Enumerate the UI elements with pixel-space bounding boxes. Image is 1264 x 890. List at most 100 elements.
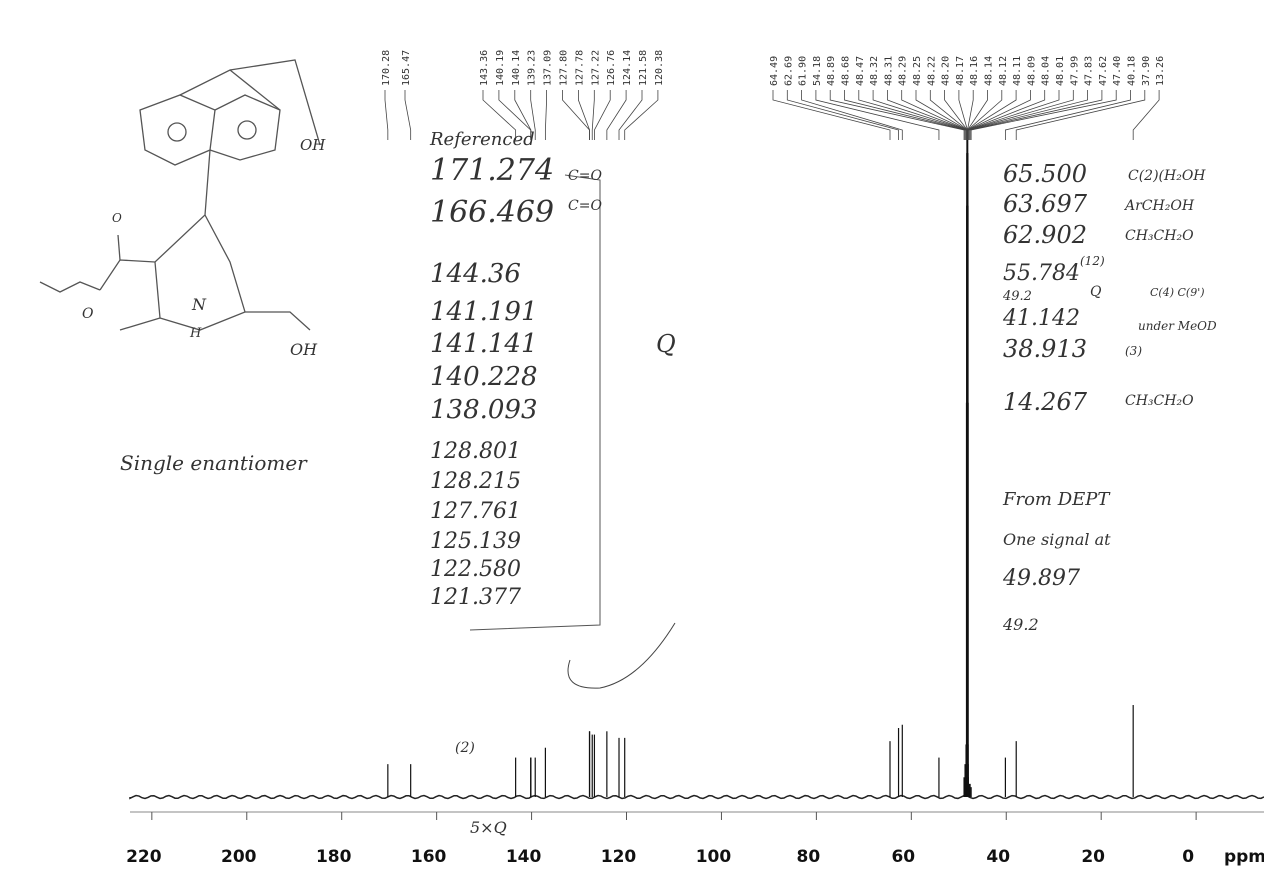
annotation: C(4) C(9') — [1150, 286, 1205, 299]
peak-label: 48.47 — [855, 56, 866, 86]
annotation: 138.093 — [430, 395, 538, 425]
peak-label: 140.19 — [495, 50, 506, 86]
peak-connector — [562, 90, 590, 140]
annotation: 49.2 — [1002, 615, 1039, 634]
annotation: 41.142 — [1002, 306, 1080, 331]
peak-label: 165.47 — [401, 50, 412, 86]
annotation: 144.36 — [430, 259, 521, 289]
peak-label: 127.22 — [590, 50, 601, 86]
annotation: 65.500 — [1003, 160, 1087, 188]
peak-label: 48.12 — [998, 56, 1009, 86]
annotation: Single enantiomer — [120, 451, 308, 475]
annotation: 125.139 — [430, 529, 521, 554]
x-tick-label: 120 — [601, 847, 637, 867]
peak-label: 48.14 — [984, 56, 995, 86]
peak-label: 124.14 — [622, 50, 633, 86]
x-tick-label: 40 — [986, 847, 1010, 867]
peak-label: 127.78 — [574, 50, 585, 86]
atom-label: O — [112, 211, 122, 225]
structure — [39, 59, 321, 331]
x-tick-label: 160 — [411, 847, 447, 867]
peak-label: 143.36 — [479, 50, 490, 86]
annotation: 121.377 — [430, 585, 521, 610]
annotation: 5×Q — [470, 818, 507, 837]
annotation: 49.2 — [1002, 289, 1032, 304]
peak-label: 37.90 — [1141, 56, 1152, 86]
annotation: Q — [656, 330, 676, 358]
annotation: One signal at — [1003, 530, 1111, 549]
x-tick-label: 0 — [1182, 847, 1194, 867]
annotation: 55.784 — [1003, 261, 1080, 286]
peak-label: 47.62 — [1098, 56, 1109, 86]
peak-label: 47.99 — [1069, 56, 1080, 86]
annotation: 141.141 — [430, 329, 538, 359]
annotation: 128.215 — [430, 469, 521, 494]
peak-connector — [606, 90, 627, 140]
peak-label: 48.89 — [826, 56, 837, 86]
peak-label: 62.69 — [783, 56, 794, 86]
annotation: 49.897 — [1002, 566, 1080, 591]
peak-label: 47.40 — [1112, 56, 1123, 86]
peak-connector — [404, 90, 412, 140]
atom-label: O — [82, 306, 94, 322]
annotation: 166.469 — [430, 195, 554, 230]
peak-connector — [544, 90, 547, 140]
peak-label: 170.28 — [381, 50, 392, 86]
peak-connector — [530, 90, 536, 140]
peak-connector — [858, 90, 967, 140]
annotation: 171.274 — [430, 153, 554, 188]
peak-connector — [967, 90, 1074, 140]
peak-connector — [967, 90, 1017, 140]
annotation: CH₃CH₂O — [1125, 393, 1194, 409]
annotation: C=O — [568, 168, 602, 184]
x-tick-label: 20 — [1081, 847, 1105, 867]
x-tick-label: 220 — [126, 847, 162, 867]
arrow — [567, 622, 676, 689]
peak-label: 127.80 — [559, 50, 570, 86]
rule — [469, 174, 601, 631]
annotation: 140.228 — [430, 362, 538, 392]
peak-connector — [578, 90, 590, 140]
peak-connector — [594, 90, 611, 140]
peak-connector — [1005, 90, 1131, 140]
peak-connector — [844, 90, 966, 140]
peak-label: 40.18 — [1127, 56, 1138, 86]
peak-connector — [968, 90, 1088, 140]
peak-label: 64.49 — [769, 56, 780, 86]
peak-label: 137.09 — [543, 50, 554, 86]
peak-label: 48.68 — [841, 56, 852, 86]
x-tick-label: 180 — [316, 847, 352, 867]
annotation: 38.913 — [1003, 335, 1087, 363]
peak-label: 54.18 — [812, 56, 823, 86]
peak-label: 121.58 — [638, 50, 649, 86]
annotation: (2) — [455, 740, 475, 756]
annotation: CH₃CH₂O — [1125, 228, 1194, 244]
annotation: 122.580 — [430, 557, 521, 582]
peak-label: 48.31 — [883, 56, 894, 86]
annotation: 141.191 — [430, 297, 538, 327]
peak-label: 48.17 — [955, 56, 966, 86]
atom-label: H — [189, 326, 202, 341]
peak-label: 139.23 — [527, 50, 538, 86]
peak-label: 126.76 — [606, 50, 617, 86]
peak-label: 48.04 — [1041, 56, 1052, 86]
peak-label: 48.25 — [912, 56, 923, 86]
annotation: 128.801 — [430, 439, 521, 464]
peak-connector — [618, 90, 643, 140]
x-tick-label: 60 — [891, 847, 915, 867]
annotation: Q — [1090, 284, 1102, 300]
annotation: 14.267 — [1003, 388, 1088, 416]
annotation: C(2)(H₂OH — [1128, 168, 1206, 184]
annotation: 127.761 — [430, 499, 521, 524]
annotation: (3) — [1125, 344, 1142, 358]
peak-connector — [772, 90, 891, 140]
x-axis-label: ppm — [1224, 847, 1264, 867]
peak-connector — [591, 90, 595, 140]
atom-label: OH — [290, 340, 318, 359]
annotation: ArCH₂OH — [1123, 198, 1195, 214]
atom-label: OH — [300, 136, 326, 154]
peak-label: 48.29 — [898, 56, 909, 86]
peak-connector — [829, 90, 965, 140]
peak-connector — [969, 90, 1103, 140]
